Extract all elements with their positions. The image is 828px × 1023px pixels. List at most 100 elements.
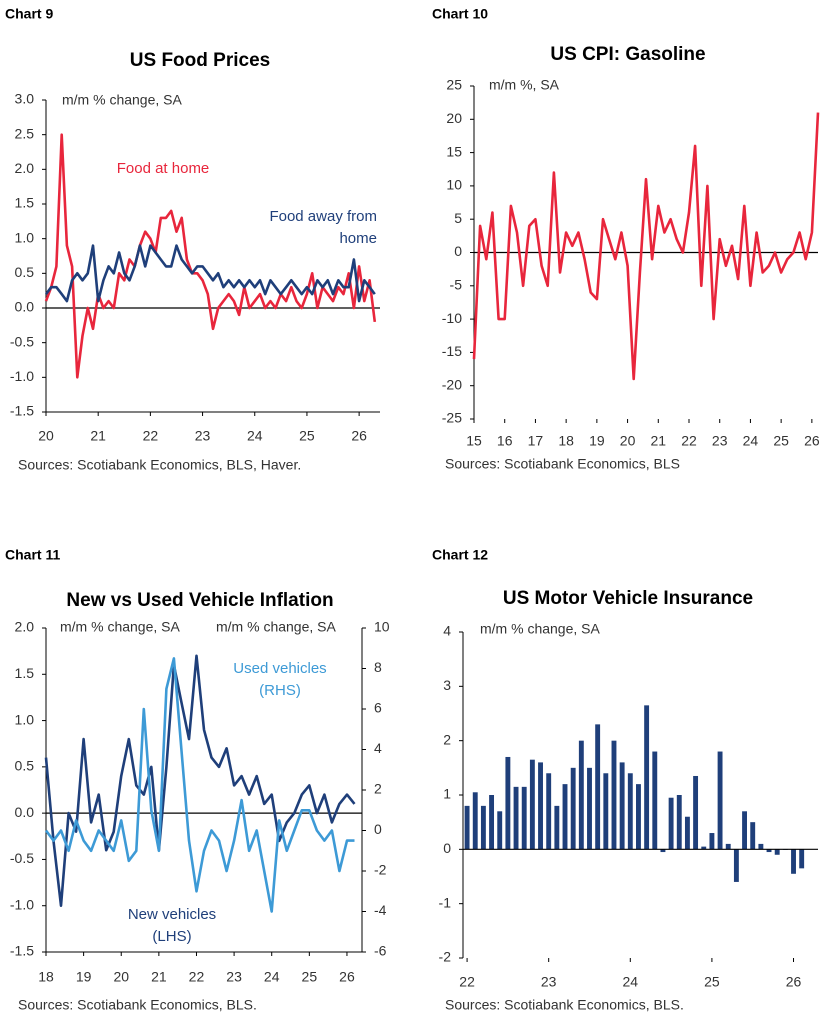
bar [750,822,756,850]
series-line [44,133,377,379]
x-tick-label: 23 [541,974,557,990]
chart-label: Chart 9 [5,6,53,22]
x-tick-label: 23 [195,428,211,444]
y-tick-label: -15 [442,343,462,359]
bar [774,849,780,855]
bar [480,805,486,850]
y-tick-label: 1.0 [15,711,35,727]
y-tick-label: -1.0 [10,896,34,912]
source: Sources: Scotiabank Economics, BLS. [18,997,257,1013]
x-tick-label: 23 [226,969,242,985]
bar [529,759,535,850]
bar [472,792,478,850]
y-tick-label: -1.5 [10,943,34,959]
x-tick-label: 26 [804,433,820,449]
bar [733,849,739,882]
y2-tick-label: 0 [374,821,382,837]
bar [587,767,592,850]
x-tick-label: 24 [247,428,263,444]
bar [668,797,674,850]
bar [766,849,772,853]
y-tick-label: -5 [450,277,463,293]
bar [791,849,796,874]
bar [636,784,641,850]
bar [684,816,690,850]
y-tick-label: 10 [446,177,462,193]
bar [701,846,707,850]
bar [570,767,576,850]
bar [676,795,682,850]
chart-label: Chart 10 [432,6,488,22]
x-tick-label: 26 [339,969,355,985]
y-tick-label: 1.0 [15,229,35,245]
y-tick-label: 2.0 [15,160,35,176]
bar [562,784,568,850]
bar [660,849,666,853]
x-tick-label: 18 [38,969,54,985]
bar [758,843,764,850]
x-tick-label: 21 [151,969,167,985]
x-tick-label: 19 [76,969,92,985]
series-label: Food away from home [269,208,377,247]
y-tick-label: 0.5 [15,264,35,280]
series-label: Food at home [116,160,210,177]
chart-label: Chart 12 [432,547,488,563]
bar [799,849,805,869]
series-label: New vehicles (LHS) [127,906,217,945]
bar [578,740,584,850]
bar [693,775,699,850]
chart-title: New vs Used Vehicle Inflation [66,590,333,611]
y-tick-label: 1.5 [15,195,35,211]
y-tick-label: -0.5 [10,333,34,349]
x-tick-label: 17 [528,433,544,449]
bar [627,773,633,850]
x-tick-label: 21 [650,433,666,449]
y-tick-label: 0.5 [15,758,35,774]
chart-title: US CPI: Gasoline [550,44,705,65]
series-line [44,657,355,913]
y-tick-label: 3.0 [15,91,35,107]
source: Sources: Scotiabank Economics, BLS [445,456,680,472]
x-tick-label: 19 [589,433,605,449]
chart-title: US Food Prices [130,50,270,71]
unit-label-right: m/m % change, SA [216,619,336,635]
x-tick-label: 24 [743,433,759,449]
x-tick-label: 25 [299,428,315,444]
bar [611,740,617,850]
y-tick-label: 0 [454,243,462,259]
unit-label: m/m % change, SA [62,92,182,108]
y-tick-label: 0.0 [15,804,35,820]
x-tick-label: 22 [681,433,697,449]
y-tick-label: 15 [446,143,462,159]
y-tick-label: 5 [454,210,462,226]
source: Sources: Scotiabank Economics, BLS, Have… [18,457,301,473]
x-tick-label: 16 [497,433,513,449]
y-tick-label: 0.0 [15,299,35,315]
y-tick-label: 1 [443,786,451,802]
y-tick-label: -20 [442,376,462,392]
y-tick-label: -2 [439,949,452,965]
x-tick-label: 18 [558,433,574,449]
x-tick-label: 20 [620,433,636,449]
unit-label: m/m % change, SA [480,621,600,637]
bar [546,773,552,850]
bar [619,762,625,850]
series-line [44,244,376,303]
bar [717,751,723,850]
series-line [472,112,820,381]
y2-tick-label: 2 [374,781,382,797]
x-tick-label: 15 [466,433,482,449]
y2-tick-label: -4 [374,902,387,918]
bar [554,805,560,850]
x-tick-label: 25 [773,433,789,449]
y2-tick-label: 10 [374,619,390,635]
y-tick-label: 2.5 [15,125,35,141]
y-tick-label: 1.5 [15,665,35,681]
unit-label: m/m % change, SA [60,619,180,635]
y-tick-label: 2 [443,731,451,747]
bar [489,795,495,850]
y-tick-label: 2.0 [15,619,35,635]
chart-label: Chart 11 [5,547,60,563]
y2-tick-label: -6 [374,943,387,959]
